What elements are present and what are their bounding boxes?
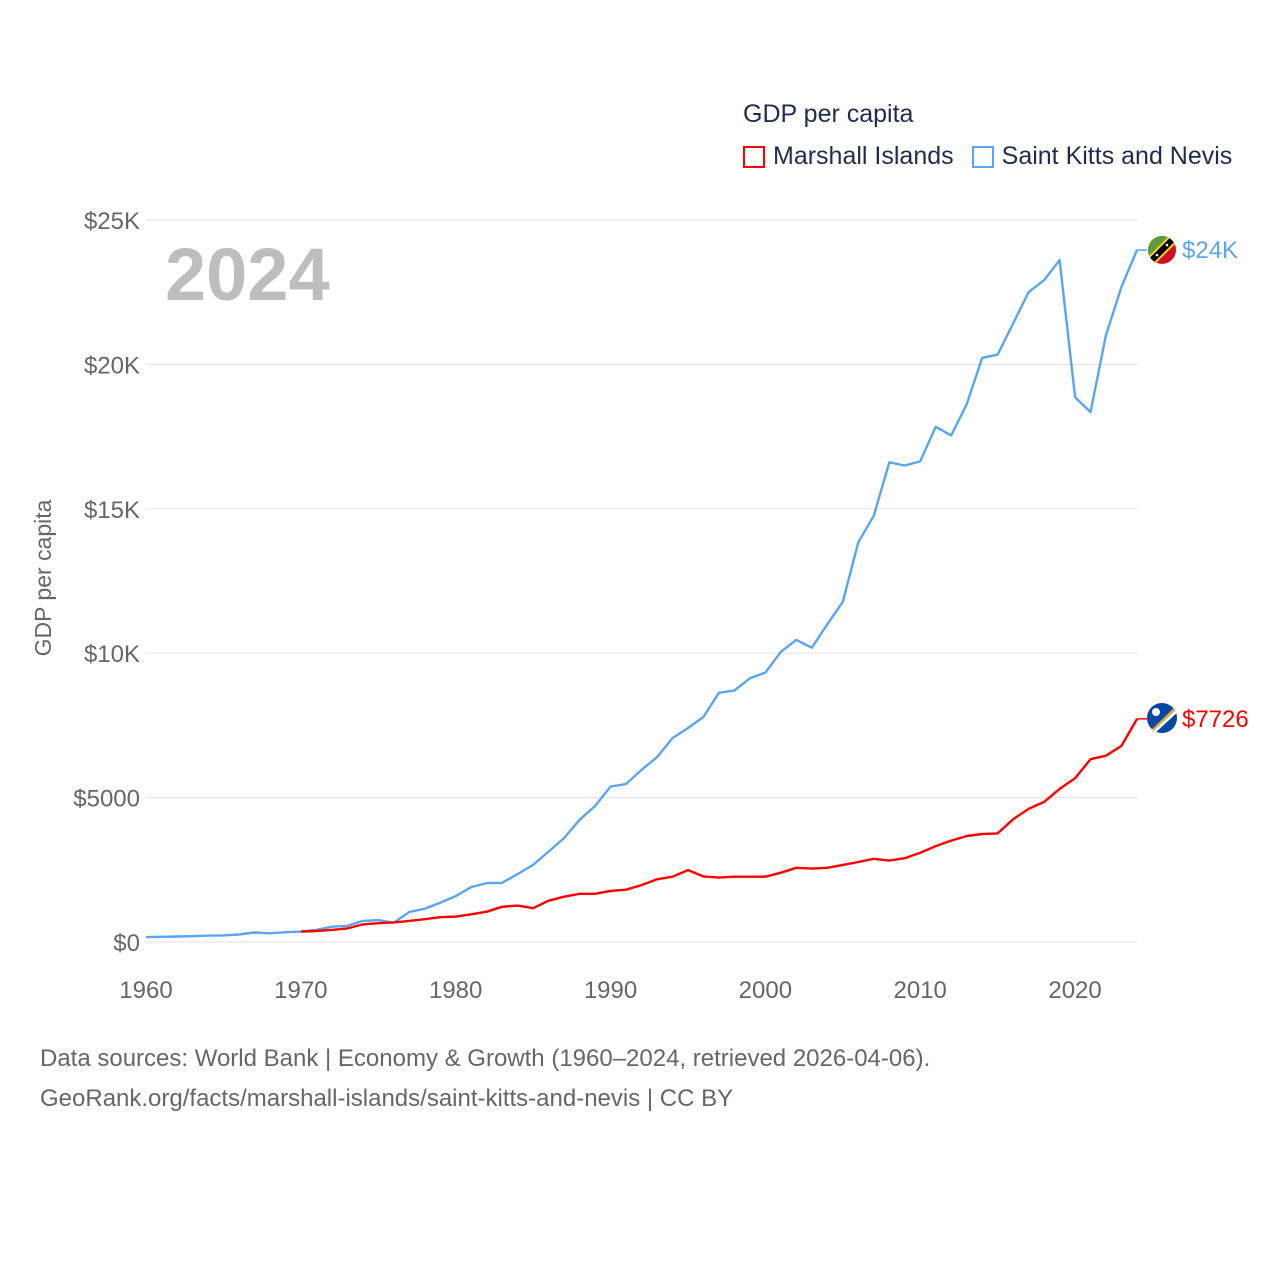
y-tick-label: $20K (84, 352, 140, 379)
end-labels: $24K $7726 (1182, 237, 1249, 733)
footer-source: Data sources: World Bank | Economy & Gro… (40, 1045, 931, 1072)
year-label: 2024 (165, 233, 330, 316)
y-tick-label: $25K (84, 208, 140, 235)
legend-item-marshall-islands[interactable]: Marshall Islands (743, 142, 954, 171)
end-value-label: $24K (1182, 237, 1238, 264)
legend-label: Marshall Islands (773, 142, 954, 170)
x-tick-label: 1990 (584, 977, 637, 1004)
y-axis-title: GDP per capita (30, 499, 56, 656)
saint-kitts-and-nevis-flag-icon (1148, 236, 1176, 264)
series-lines (145, 249, 1147, 939)
x-axis-ticks: 1960 1970 1980 1990 2000 2010 2020 (119, 977, 1101, 1004)
x-tick-label: 2020 (1048, 977, 1101, 1004)
y-tick-label: $15K (84, 497, 140, 524)
series-line-marshall-islands (300, 718, 1139, 933)
legend-item-saint-kitts-and-nevis[interactable]: Saint Kitts and Nevis (971, 142, 1233, 171)
x-tick-label: 1960 (119, 977, 172, 1004)
legend-label: Saint Kitts and Nevis (1001, 142, 1233, 170)
end-value-label: $7726 (1182, 706, 1249, 733)
legend-swatch (743, 145, 765, 168)
x-tick-label: 1970 (274, 977, 327, 1004)
marshall-islands-flag-icon (1147, 703, 1177, 733)
y-tick-label: $5000 (73, 786, 140, 813)
gridlines (146, 219, 1138, 943)
y-axis-ticks: $0 $5000 $10K $15K $20K $25K (73, 208, 140, 957)
x-tick-label: 1980 (429, 977, 482, 1004)
x-tick-label: 2010 (894, 977, 947, 1004)
footer-url[interactable]: GeoRank.org/facts/marshall-islands/saint… (40, 1085, 734, 1112)
y-tick-label: $0 (113, 930, 140, 957)
y-tick-label: $10K (84, 641, 140, 668)
legend-title: GDP per capita (743, 100, 914, 128)
legend-swatch (971, 145, 994, 168)
x-tick-label: 2000 (739, 977, 792, 1004)
legend: Marshall Islands Saint Kitts and Nevis (743, 142, 1232, 171)
